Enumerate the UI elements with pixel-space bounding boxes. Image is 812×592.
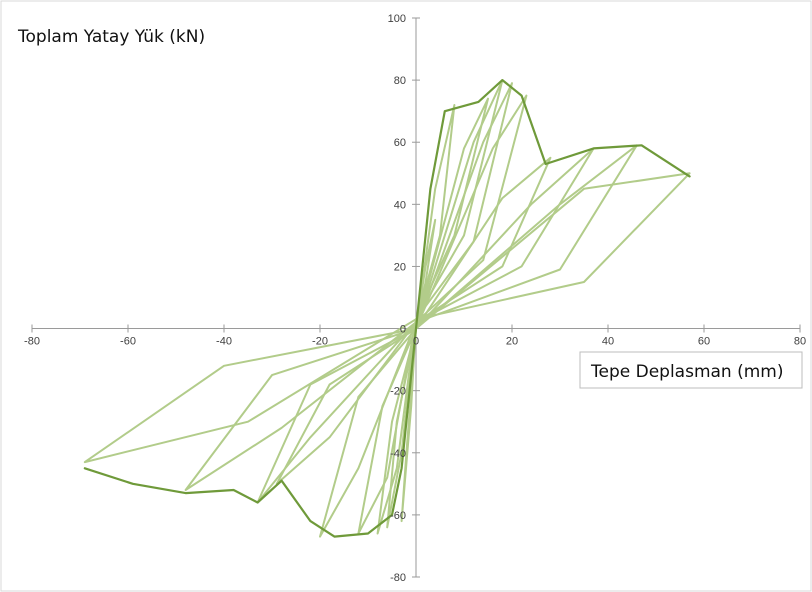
y-tick-label: 100: [388, 13, 406, 25]
x-tick-label: 0: [413, 336, 419, 348]
y-tick-label: 40: [394, 199, 406, 211]
tick-labels: -80 -60 -40 -20 0 20 40 60 80 -80 -60 -40 -20 0 20 40 60…: [24, 13, 806, 584]
x-tick-label: -60: [120, 336, 136, 348]
y-axis-label: Toplam Yatay Yük (kN): [17, 27, 205, 47]
x-tick-label: 80: [794, 336, 806, 348]
envelope-line: [83, 78, 691, 538]
x-tick-label: -20: [312, 336, 328, 348]
y-tick-label: 20: [394, 261, 406, 273]
y-tick-label: 0: [400, 324, 406, 336]
envelope-layer: [83, 78, 691, 538]
x-tick-label: 60: [698, 336, 710, 348]
y-tick-label: -40: [390, 448, 406, 460]
x-axis-label: Tepe Deplasman (mm): [590, 362, 784, 382]
x-tick-label: -80: [24, 336, 40, 348]
y-tick-label: -60: [390, 510, 406, 522]
x-tick-label: 20: [506, 336, 518, 348]
y-tick-label: 60: [394, 137, 406, 149]
y-tick-label: 80: [394, 75, 406, 87]
x-tick-label: -40: [216, 336, 232, 348]
x-tick-label: 40: [602, 336, 614, 348]
x-axis-label-box: [579, 351, 803, 389]
y-tick-label: -80: [390, 572, 406, 584]
y-tick-label: -20: [390, 386, 406, 398]
